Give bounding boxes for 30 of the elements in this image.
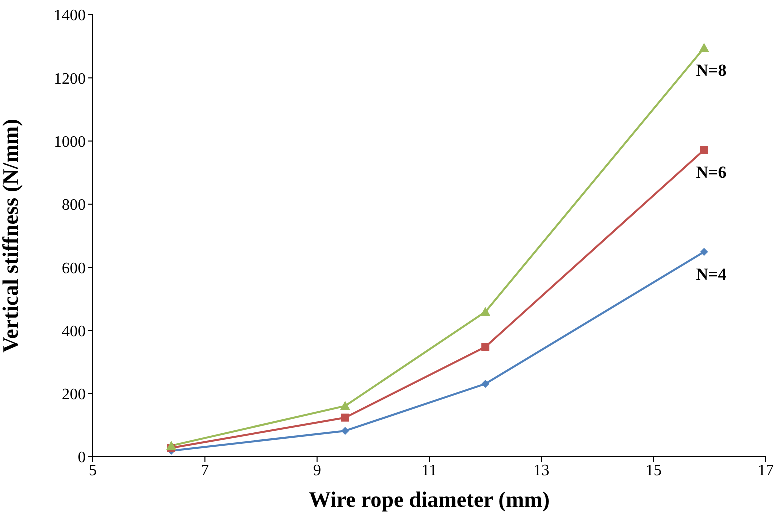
y-tick-label: 0 (78, 450, 86, 467)
y-axis-title: Vertical stiffness (N/mm) (0, 119, 23, 353)
x-tick-label: 15 (646, 462, 662, 480)
y-tick-label: 800 (62, 197, 86, 214)
point (340, 401, 350, 410)
series-label: N=4 (696, 265, 728, 284)
y-tick-label: 600 (62, 260, 86, 278)
series-label: N=8 (696, 61, 727, 80)
y-tick-label: 1000 (54, 134, 86, 151)
x-tick-label: 17 (758, 462, 774, 480)
x-axis-title: Wire rope diameter (mm) (309, 487, 550, 512)
point (341, 414, 350, 422)
point (700, 248, 708, 256)
point (700, 146, 708, 154)
point (699, 43, 710, 52)
x-tick-label: 7 (201, 462, 210, 480)
x-tick-label: 5 (89, 462, 97, 480)
y-tick-label: 1400 (54, 8, 86, 25)
y-tick-label: 400 (62, 323, 86, 340)
series-label: N=6 (696, 163, 727, 182)
x-tick-label: 11 (422, 462, 438, 480)
point (482, 343, 490, 352)
point (480, 307, 491, 316)
y-tick-label: 200 (62, 386, 86, 404)
x-tick-label: 13 (534, 462, 550, 480)
point (341, 427, 350, 436)
point (482, 380, 490, 388)
x-tick-label: 9 (313, 462, 322, 480)
point (166, 440, 177, 450)
y-tick-label: 1200 (54, 70, 86, 88)
